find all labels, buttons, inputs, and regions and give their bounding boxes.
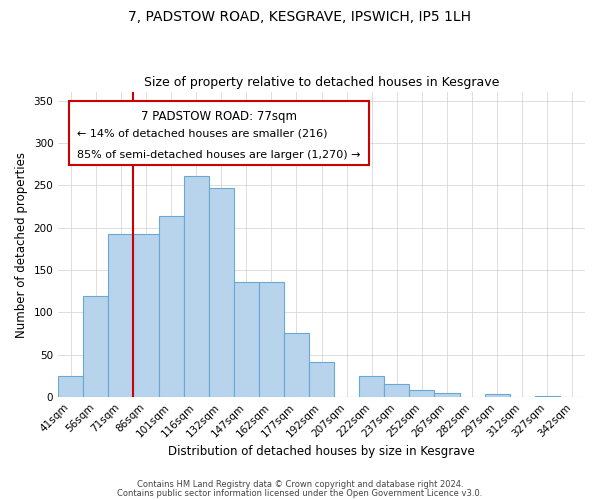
Bar	[158, 216, 184, 397]
Title: Size of property relative to detached houses in Kesgrave: Size of property relative to detached ho…	[144, 76, 499, 90]
Bar	[535, 396, 560, 397]
Bar	[184, 176, 209, 397]
Bar	[284, 333, 309, 397]
Bar	[133, 234, 158, 397]
FancyBboxPatch shape	[69, 101, 369, 166]
Bar	[309, 362, 334, 397]
Bar	[385, 384, 409, 397]
X-axis label: Distribution of detached houses by size in Kesgrave: Distribution of detached houses by size …	[168, 444, 475, 458]
Text: ← 14% of detached houses are smaller (216): ← 14% of detached houses are smaller (21…	[77, 128, 327, 138]
Bar	[209, 188, 234, 397]
Bar	[485, 394, 510, 397]
Bar	[109, 234, 133, 397]
Bar	[359, 376, 385, 397]
Text: 85% of semi-detached houses are larger (1,270) →: 85% of semi-detached houses are larger (…	[77, 150, 360, 160]
Text: 7 PADSTOW ROAD: 77sqm: 7 PADSTOW ROAD: 77sqm	[141, 110, 297, 124]
Bar	[234, 282, 259, 397]
Text: Contains public sector information licensed under the Open Government Licence v3: Contains public sector information licen…	[118, 488, 482, 498]
Bar	[409, 390, 434, 397]
Bar	[58, 376, 83, 397]
Bar	[259, 282, 284, 397]
Bar	[83, 296, 109, 397]
Text: 7, PADSTOW ROAD, KESGRAVE, IPSWICH, IP5 1LH: 7, PADSTOW ROAD, KESGRAVE, IPSWICH, IP5 …	[128, 10, 472, 24]
Bar	[434, 393, 460, 397]
Y-axis label: Number of detached properties: Number of detached properties	[15, 152, 28, 338]
Text: Contains HM Land Registry data © Crown copyright and database right 2024.: Contains HM Land Registry data © Crown c…	[137, 480, 463, 489]
